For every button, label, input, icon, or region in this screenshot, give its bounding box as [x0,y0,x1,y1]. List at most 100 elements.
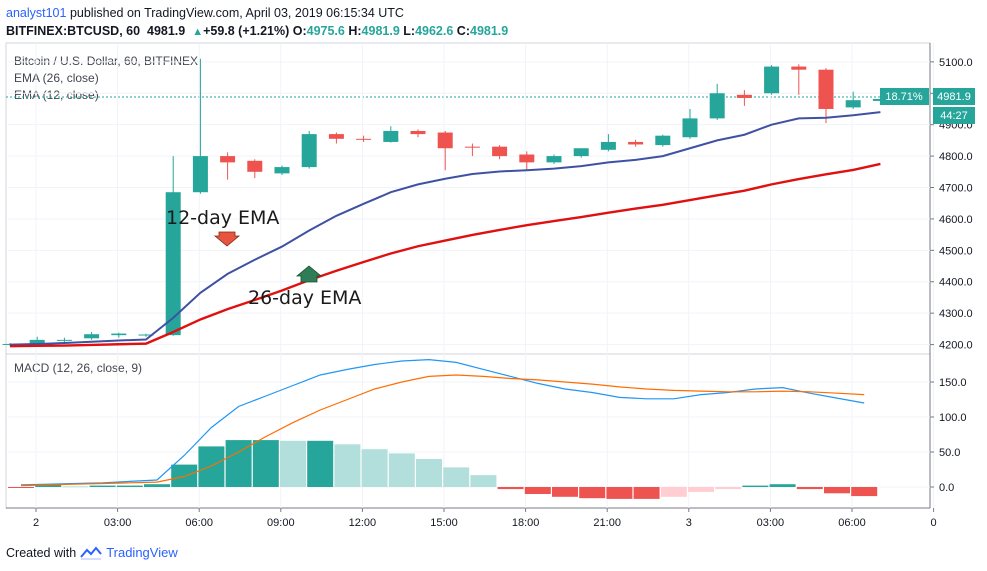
time-tick-label: 09:00 [267,517,295,529]
macd-histogram-bar [144,484,170,487]
macd-histogram-bar [715,487,742,490]
macd-histogram-bar [796,487,823,490]
macd-histogram-bar [606,487,633,499]
price-tick-label: 5100.0 [939,57,973,69]
macd-legend[interactable]: MACD (12, 26, close, 9) [14,361,143,375]
low-label: L: [403,24,416,38]
time-tick-label: 03:00 [104,517,132,529]
macd-histogram-bar [688,487,714,492]
candle-body [247,160,263,172]
macd-histogram-bar [769,484,796,487]
macd-histogram-bar [252,440,279,487]
close-label: C: [456,24,470,38]
high-value: 4981.9 [361,24,400,38]
candle-body [682,118,698,138]
macd-histogram-bar [742,485,769,487]
candle-body [410,130,426,135]
candle-body [655,135,671,146]
candle-body [192,156,208,193]
candle-body [165,192,181,336]
footer: Created with TradingView [6,545,178,560]
candle-body [138,334,154,336]
macd-histogram-bar [470,475,497,487]
price-tick-label: 4800.0 [939,151,973,163]
price-pane [5,42,931,355]
time-tick-label: 06:00 [185,517,213,529]
macd-histogram-bar [524,487,551,494]
macd-histogram-bar [851,487,878,497]
macd-histogram-bar [388,453,415,487]
macd-histogram-bar [497,487,524,490]
tradingview-brand-link[interactable]: TradingView [106,545,178,560]
arrow-down-icon [213,231,241,247]
candle-body [29,339,45,344]
candle-body [274,167,290,174]
candle-body [845,100,861,108]
high-label: H: [348,24,362,38]
created-with-label: Created with [6,545,77,560]
price-tick-label: 4600.0 [939,214,973,226]
macd-histogram-bar [171,464,198,487]
macd-histogram-bar [89,485,116,487]
price-badge: 4981.9 [937,91,971,103]
macd-histogram-bar [660,487,687,497]
candle-body [736,94,752,98]
candle-body [328,134,344,139]
candle-body [464,146,480,148]
symbol-label: BITFINEX:BTCUSD, 60 [6,24,141,38]
time-tick-label: 15:00 [430,517,458,529]
price-tick-label: 4700.0 [939,183,973,195]
low-value: 4962.6 [415,24,454,38]
percent-badge-bg [880,88,929,105]
time-tick-label: 06:00 [838,517,866,529]
candle-body [84,334,100,339]
candle-body [709,93,725,119]
time-tick-label: 0 [931,517,937,529]
macd-histogram-bar [307,440,334,487]
macd-histogram-bar [198,446,225,487]
macd-tick-label: 50.0 [939,447,960,459]
macd-histogram-bar [579,487,606,499]
author-link[interactable]: analyst101 [6,6,67,20]
candle-body [818,69,834,109]
ema12-line [9,111,881,346]
time-tick-label: 2 [33,517,39,529]
macd-histogram-bar [225,440,252,487]
ema26-line [9,162,881,348]
ema26-legend[interactable]: EMA (26, close) [14,71,99,85]
percent-badge: 18.71% [885,91,923,103]
ema12-annotation: 12-day EMA [166,207,279,229]
arrow-up-icon [295,265,323,283]
time-tick-label: 12:00 [349,517,377,529]
chart-header: analyst101 published on TradingView.com,… [6,4,508,41]
price-badge-bg [933,88,975,105]
candle-body [56,339,72,341]
macd-histogram-bar [8,487,34,488]
candle-body [573,148,589,157]
time-tick-label: 21:00 [593,517,621,529]
macd-histogram-bar [280,440,306,487]
ema12-legend[interactable]: EMA (12, close) [14,88,99,102]
open-label: O: [292,24,307,38]
last-price: 4981.9 [147,24,186,38]
candle-body [492,146,508,157]
price-tick-label: 4300.0 [939,308,973,320]
candle-body [519,154,535,163]
macd-histogram-bar [552,487,578,497]
countdown-badge-bg [933,107,975,124]
macd-histogram-bar [443,467,470,487]
open-value: 4975.6 [306,24,345,38]
macd-histogram-bar [633,487,660,499]
candle-body [111,333,127,336]
candle-body [546,156,562,163]
candle-body [600,141,616,150]
price-tick-label: 4400.0 [939,277,973,289]
macd-tick-label: 100.0 [939,412,967,424]
close-value: 4981.9 [470,24,509,38]
macd-histogram-bar [62,486,89,488]
up-arrow-icon: ▲ [192,26,204,38]
signal-line [20,374,865,487]
time-tick-label: 03:00 [757,517,785,529]
time-tick-label: 3 [686,517,692,529]
